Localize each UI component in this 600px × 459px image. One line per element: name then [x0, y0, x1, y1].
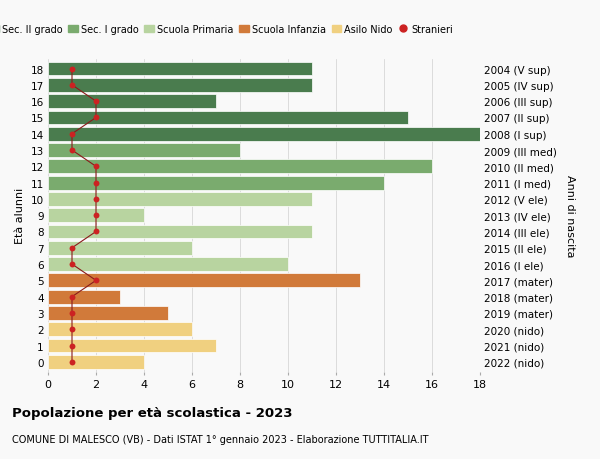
- Bar: [48, 176, 384, 190]
- Text: Popolazione per età scolastica - 2023: Popolazione per età scolastica - 2023: [12, 406, 293, 419]
- Point: [91, 196, 101, 203]
- Bar: [48, 339, 216, 353]
- Point: [91, 179, 101, 187]
- Point: [67, 66, 77, 73]
- Point: [67, 82, 77, 90]
- Point: [67, 309, 77, 317]
- Point: [91, 98, 101, 106]
- Bar: [48, 62, 312, 76]
- Y-axis label: Anni di nascita: Anni di nascita: [565, 174, 575, 257]
- Bar: [48, 257, 288, 271]
- Point: [91, 212, 101, 219]
- Bar: [48, 225, 312, 239]
- Point: [67, 147, 77, 154]
- Point: [67, 131, 77, 138]
- Point: [91, 228, 101, 235]
- Bar: [48, 290, 120, 304]
- Bar: [48, 111, 408, 125]
- Point: [67, 342, 77, 349]
- Point: [91, 163, 101, 171]
- Bar: [48, 306, 168, 320]
- Bar: [48, 128, 480, 141]
- Bar: [48, 160, 432, 174]
- Bar: [48, 144, 240, 157]
- Bar: [48, 323, 192, 336]
- Bar: [48, 355, 144, 369]
- Bar: [48, 79, 312, 93]
- Legend: Sec. II grado, Sec. I grado, Scuola Primaria, Scuola Infanzia, Asilo Nido, Stran: Sec. II grado, Sec. I grado, Scuola Prim…: [0, 21, 457, 39]
- Point: [67, 358, 77, 366]
- Point: [91, 277, 101, 285]
- Bar: [48, 241, 192, 255]
- Point: [67, 326, 77, 333]
- Bar: [48, 274, 360, 288]
- Bar: [48, 193, 312, 207]
- Bar: [48, 209, 144, 223]
- Point: [67, 293, 77, 301]
- Point: [67, 245, 77, 252]
- Y-axis label: Età alunni: Età alunni: [15, 188, 25, 244]
- Point: [67, 261, 77, 268]
- Text: COMUNE DI MALESCO (VB) - Dati ISTAT 1° gennaio 2023 - Elaborazione TUTTITALIA.IT: COMUNE DI MALESCO (VB) - Dati ISTAT 1° g…: [12, 434, 428, 444]
- Bar: [48, 95, 216, 109]
- Point: [91, 114, 101, 122]
